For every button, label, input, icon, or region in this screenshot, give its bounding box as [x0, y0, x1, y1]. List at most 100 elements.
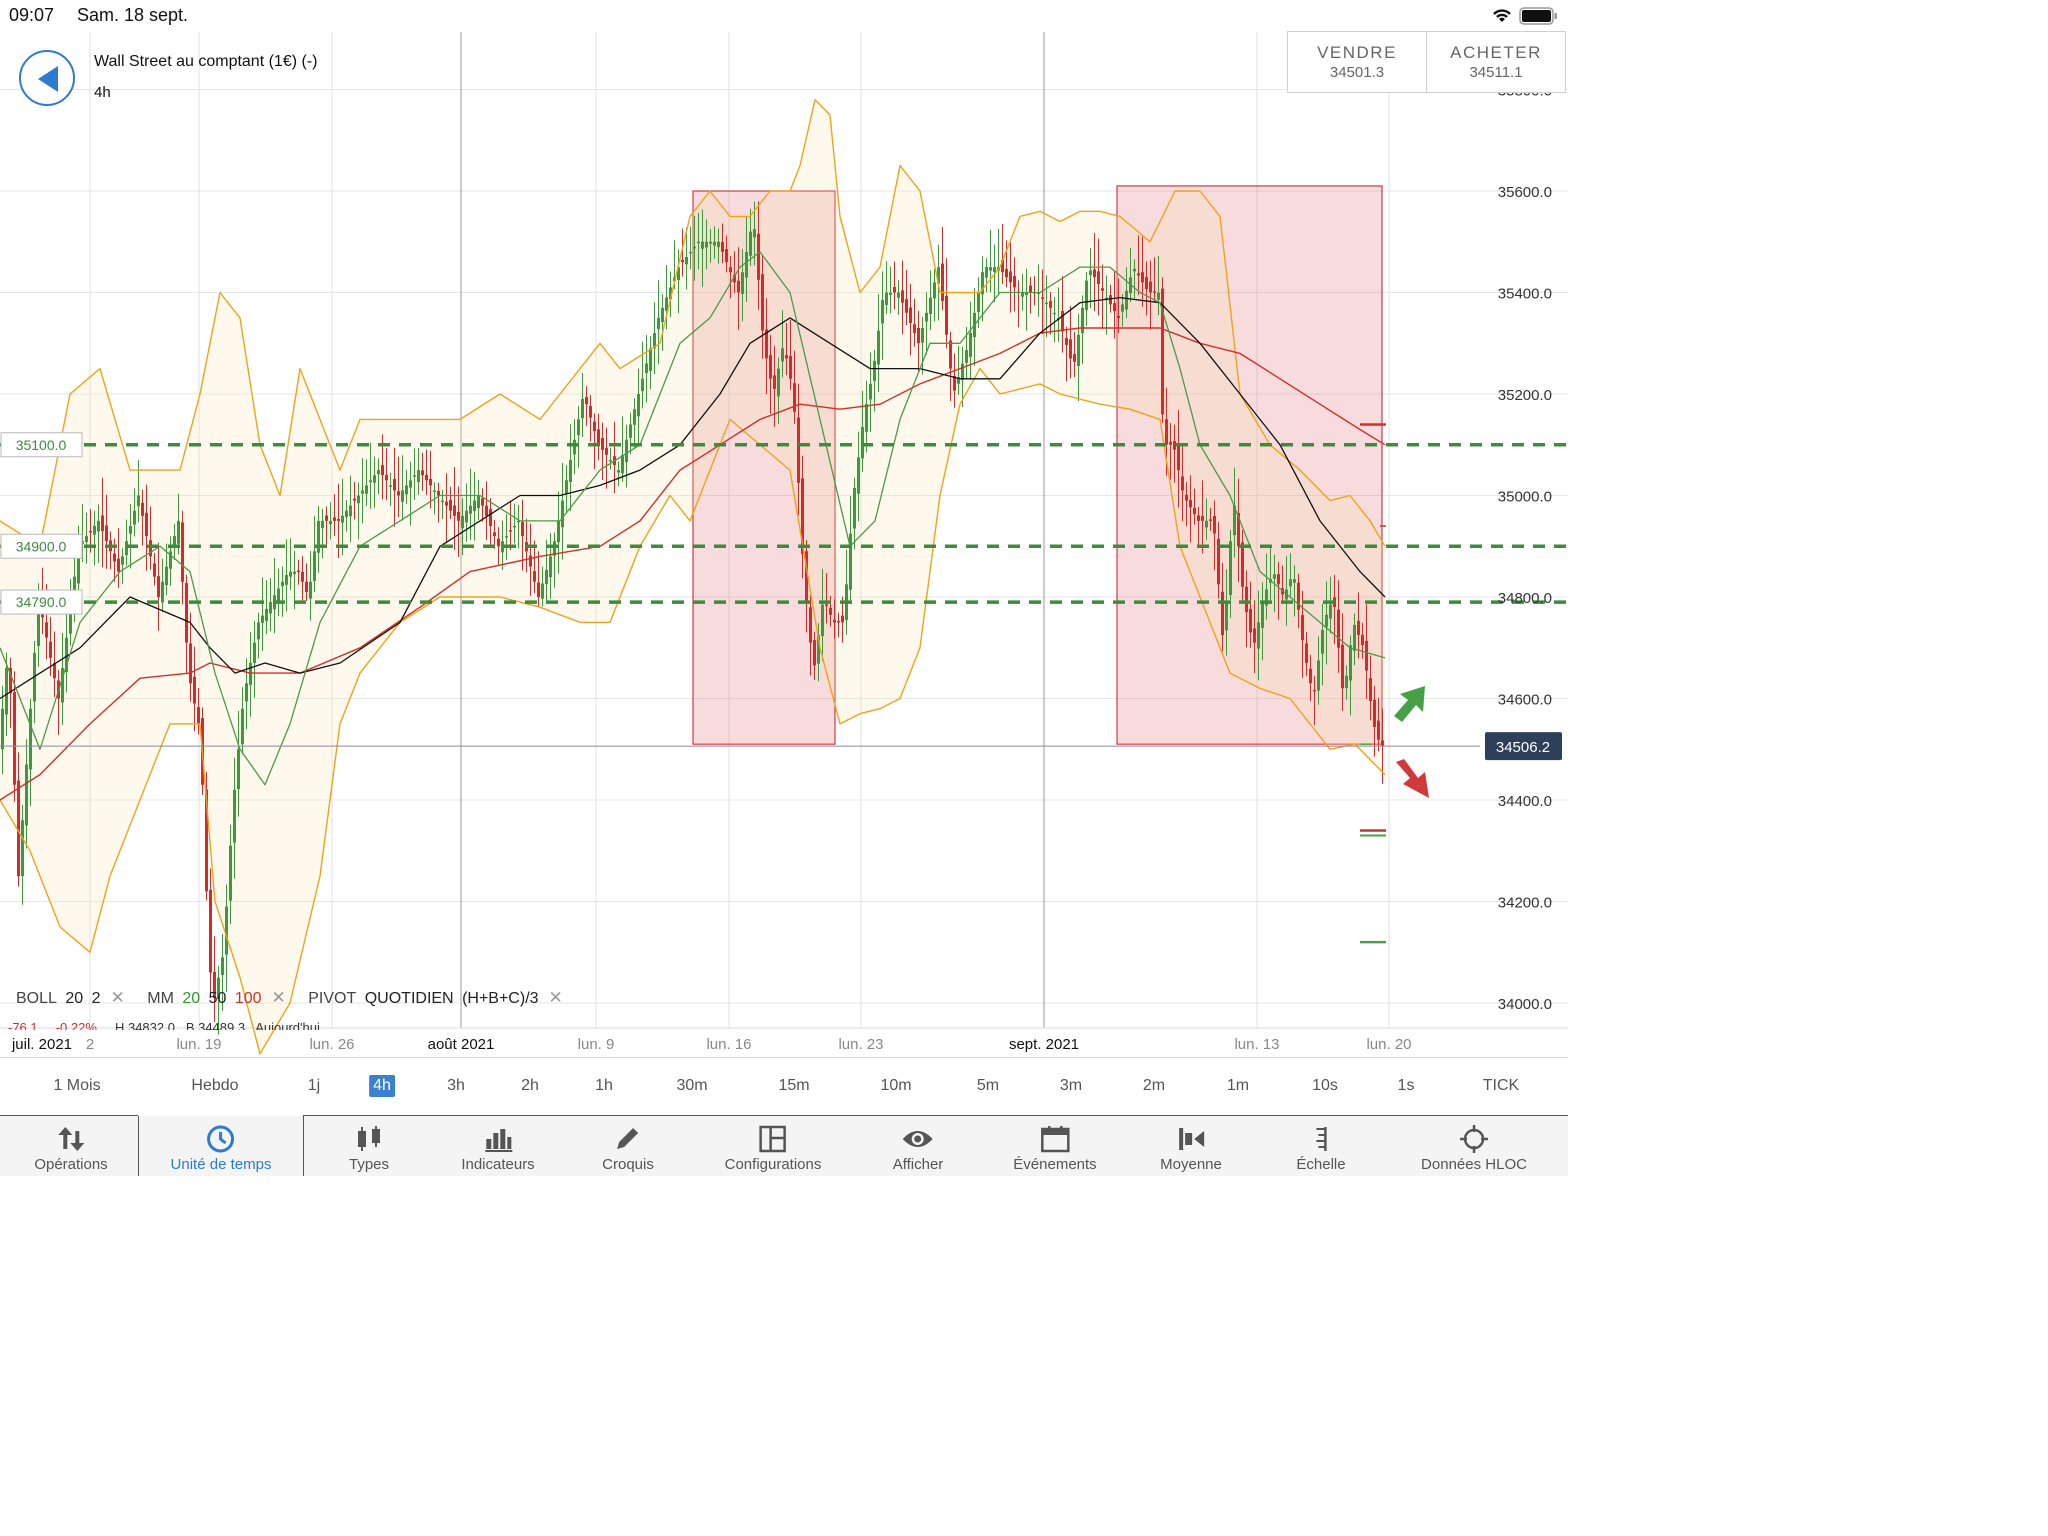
candle-body	[229, 845, 232, 901]
candle-body	[205, 789, 208, 892]
candle-body	[333, 517, 336, 521]
candle-body	[1185, 494, 1188, 501]
tf-tick[interactable]: TICK	[1482, 1077, 1520, 1094]
candle-body	[417, 470, 420, 483]
candle-body	[701, 241, 704, 249]
tool-scale[interactable]: Échelle	[1296, 1116, 1346, 1176]
tf-hebdo[interactable]: Hebdo	[191, 1077, 239, 1094]
stat-day: Aujourd'hui	[255, 1020, 320, 1030]
candle-body	[537, 582, 540, 597]
candle-body	[921, 328, 924, 343]
buy-button[interactable]: ACHETER 34511.1	[1426, 32, 1565, 92]
candle-body	[773, 375, 776, 389]
candle-body	[1365, 640, 1368, 671]
candle-body	[1321, 629, 1324, 654]
candle-body	[9, 667, 12, 694]
tf-1s[interactable]: 1s	[1397, 1077, 1415, 1094]
tool-operations[interactable]: Opérations	[34, 1116, 108, 1176]
tool-configurations-label: Configurations	[724, 1156, 822, 1173]
tool-display-label: Afficher	[892, 1156, 944, 1173]
tool-hloc[interactable]: Données HLOC	[1421, 1116, 1527, 1176]
candle-body	[561, 500, 564, 528]
tf-30m[interactable]: 30m	[676, 1077, 708, 1094]
tf-1j[interactable]: 1j	[307, 1077, 321, 1094]
candle-body	[189, 643, 192, 684]
candle-body	[1197, 515, 1200, 521]
tf-2h[interactable]: 2h	[521, 1077, 539, 1094]
tool-scale-label: Échelle	[1296, 1156, 1346, 1173]
sell-price: 34501.3	[1329, 64, 1385, 81]
tf-10m[interactable]: 10m	[880, 1077, 912, 1094]
candle-body	[829, 607, 832, 615]
tool-timeframe[interactable]: Unité de temps	[171, 1116, 271, 1176]
candle-body	[309, 581, 312, 599]
candle-body	[249, 662, 252, 685]
tf-5m[interactable]: 5m	[976, 1077, 1000, 1094]
candle-body	[877, 330, 880, 365]
candle-body	[805, 551, 808, 603]
candle-body	[809, 607, 812, 643]
candle-body	[445, 501, 448, 506]
candle-body	[257, 622, 260, 640]
tf-2m[interactable]: 2m	[1142, 1077, 1166, 1094]
tf-3h[interactable]: 3h	[447, 1077, 465, 1094]
candle-body	[549, 556, 552, 578]
y-tick-label: 35400.0	[1498, 286, 1552, 303]
candle-body	[429, 478, 432, 486]
candle-body	[1193, 507, 1196, 515]
candle-body	[233, 789, 236, 843]
tf-1h[interactable]: 1h	[595, 1077, 613, 1094]
tool-sketch[interactable]: Croquis	[602, 1116, 654, 1176]
candle-body	[113, 553, 116, 562]
tf-3m[interactable]: 3m	[1059, 1077, 1083, 1094]
tf-1-mois[interactable]: 1 Mois	[53, 1077, 101, 1094]
remove-mm-icon[interactable]: ✕	[271, 988, 286, 1007]
candle-body	[405, 485, 408, 495]
buy-label: ACHETER	[1450, 43, 1542, 62]
candle-body	[1201, 516, 1204, 521]
candle-body	[629, 424, 632, 438]
tool-indicators[interactable]: Indicateurs	[461, 1116, 535, 1176]
candle-body	[453, 505, 456, 516]
level-lines: 35100.0 34900.0 34790.0 34506.2	[0, 423, 1568, 944]
candle-body	[1241, 542, 1244, 587]
candle-body	[1337, 609, 1340, 648]
candle-body	[1145, 277, 1148, 290]
sell-button[interactable]: VENDRE 34501.3	[1288, 32, 1426, 92]
candle-body	[165, 566, 168, 586]
candle-body	[17, 780, 20, 877]
tf-15m[interactable]: 15m	[778, 1077, 810, 1094]
remove-boll-icon[interactable]: ✕	[110, 988, 125, 1007]
candle-body	[577, 419, 580, 436]
candle-body	[661, 307, 664, 323]
candle-body	[65, 637, 68, 673]
candle-body	[1361, 634, 1364, 646]
candle-body	[225, 906, 228, 955]
stat-change: -76.1	[8, 1020, 38, 1030]
candles-icon	[358, 1126, 380, 1151]
candle-body	[345, 510, 348, 518]
price-chart[interactable]: 35100.0 34900.0 34790.0 34506.2 34000.0 3420…	[0, 0, 1568, 1056]
remove-pivot-icon[interactable]: ✕	[548, 988, 563, 1007]
candle-body	[1245, 586, 1248, 613]
candle-body	[117, 558, 120, 572]
tool-display[interactable]: Afficher	[892, 1116, 944, 1176]
tool-types[interactable]: Types	[349, 1116, 389, 1176]
candle-body	[625, 439, 628, 463]
candle-body	[145, 512, 148, 537]
tf-4h[interactable]: 4h	[369, 1075, 395, 1097]
tool-configurations[interactable]: Configurations	[724, 1116, 822, 1176]
tf-1m[interactable]: 1m	[1226, 1077, 1250, 1094]
candle-body	[669, 287, 672, 300]
tf-10s[interactable]: 10s	[1312, 1077, 1338, 1094]
mm-20: 20	[182, 990, 201, 1007]
candle-body	[253, 642, 256, 663]
x-tick-label: sept. 2021	[1009, 1036, 1079, 1053]
candle-body	[589, 405, 592, 418]
tool-average[interactable]: Moyenne	[1160, 1116, 1222, 1176]
tool-events[interactable]: Événements	[1013, 1116, 1097, 1176]
candle-body	[1305, 643, 1308, 663]
timeframe-bar: 1 Mois Hebdo 1j 4h 3h 2h 1h 30m 15m 10m …	[0, 1057, 1568, 1117]
back-button[interactable]	[19, 50, 75, 106]
candle-body	[125, 541, 128, 556]
